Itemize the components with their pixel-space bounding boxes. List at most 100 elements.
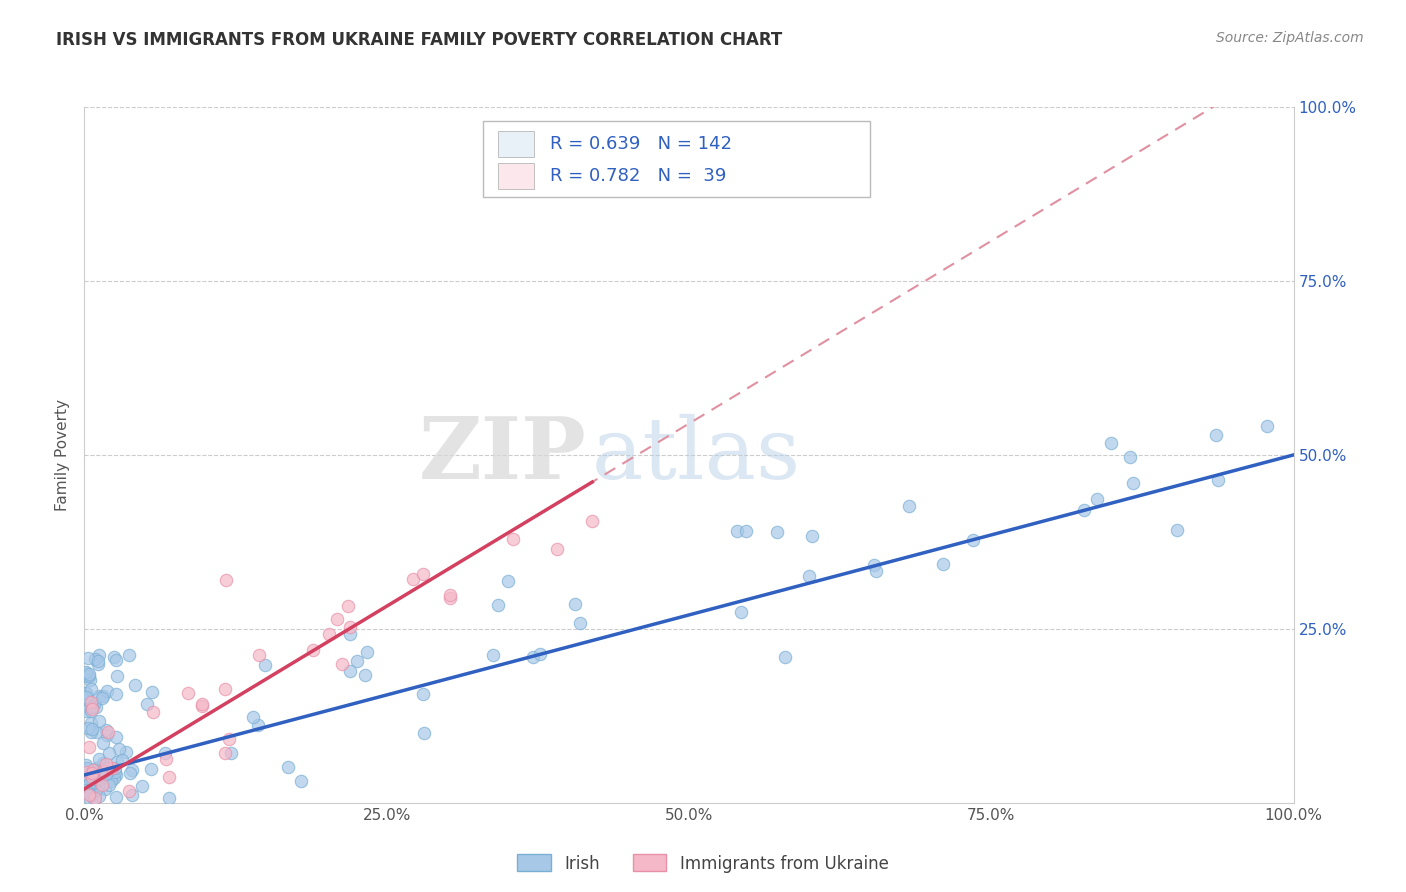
Point xyxy=(86,761,108,775)
Point xyxy=(108,742,131,756)
Point xyxy=(177,685,200,699)
Point xyxy=(94,723,117,738)
Text: Source: ZipAtlas.com: Source: ZipAtlas.com xyxy=(1216,31,1364,45)
Point xyxy=(76,651,98,665)
Point xyxy=(412,687,434,701)
Point xyxy=(93,782,115,797)
Point xyxy=(79,787,101,801)
Point xyxy=(486,598,509,612)
Point xyxy=(75,779,97,793)
Point xyxy=(96,764,118,779)
Point xyxy=(766,524,789,539)
Point xyxy=(75,780,97,795)
Point xyxy=(522,649,544,664)
Point xyxy=(105,653,128,667)
Point xyxy=(242,710,264,724)
Point xyxy=(330,657,353,672)
Point xyxy=(568,615,591,630)
Point xyxy=(1073,502,1095,516)
Point xyxy=(79,740,101,755)
Point xyxy=(82,700,104,714)
Point xyxy=(79,766,101,780)
Point xyxy=(91,764,114,779)
Point xyxy=(142,706,165,720)
Point xyxy=(339,665,361,679)
Point xyxy=(96,761,118,775)
Point xyxy=(863,558,886,572)
Point xyxy=(121,764,143,778)
Point xyxy=(105,768,128,782)
Point xyxy=(581,514,603,528)
Point xyxy=(87,752,110,766)
Point xyxy=(155,752,177,766)
Point xyxy=(91,756,114,771)
Point xyxy=(82,770,104,784)
Point xyxy=(89,764,111,778)
Point xyxy=(91,689,114,703)
Point xyxy=(1087,491,1109,506)
Point xyxy=(191,698,214,712)
Point xyxy=(413,726,436,740)
Point xyxy=(105,687,128,701)
Point xyxy=(75,686,97,700)
Point xyxy=(75,690,97,705)
Point xyxy=(96,684,118,698)
Point xyxy=(82,781,104,796)
Point xyxy=(253,658,276,673)
Point xyxy=(529,647,551,661)
Point xyxy=(83,652,105,666)
Point xyxy=(215,573,238,587)
Point xyxy=(87,768,110,782)
Point xyxy=(82,776,104,790)
Point xyxy=(801,528,824,542)
Point xyxy=(157,791,180,805)
Text: IRISH VS IMMIGRANTS FROM UKRAINE FAMILY POVERTY CORRELATION CHART: IRISH VS IMMIGRANTS FROM UKRAINE FAMILY … xyxy=(56,31,783,49)
Point xyxy=(100,762,122,776)
Point xyxy=(439,589,461,603)
Point xyxy=(76,721,98,735)
Point xyxy=(80,704,103,718)
Point xyxy=(86,655,108,669)
Point xyxy=(118,784,141,798)
Point xyxy=(104,765,127,780)
Point xyxy=(897,499,920,513)
Point xyxy=(75,764,97,778)
Point xyxy=(1122,476,1144,491)
Point xyxy=(91,758,114,772)
Point xyxy=(356,644,378,658)
Point xyxy=(118,765,141,780)
Point xyxy=(77,789,100,803)
Point xyxy=(157,770,180,784)
Point xyxy=(79,715,101,730)
Point xyxy=(75,704,97,718)
Point xyxy=(1119,450,1142,465)
Point xyxy=(290,773,312,788)
Point xyxy=(80,681,103,696)
Point xyxy=(75,665,97,680)
Point xyxy=(97,725,120,739)
Point xyxy=(96,757,118,772)
Point xyxy=(962,533,984,547)
Point xyxy=(932,557,955,571)
Y-axis label: Family Poverty: Family Poverty xyxy=(55,399,70,511)
Point xyxy=(139,763,162,777)
Point xyxy=(402,572,425,586)
Point xyxy=(481,648,503,662)
Point xyxy=(84,772,107,786)
Point xyxy=(326,612,349,626)
Point xyxy=(83,697,105,711)
Point xyxy=(136,697,159,711)
Point xyxy=(105,755,128,769)
Point xyxy=(118,648,141,662)
Point xyxy=(246,718,269,732)
Point xyxy=(82,702,104,716)
Point xyxy=(214,681,236,696)
FancyBboxPatch shape xyxy=(498,131,534,157)
Point xyxy=(1205,428,1227,442)
Point xyxy=(131,779,153,793)
Point xyxy=(337,599,360,613)
Point xyxy=(80,765,103,780)
FancyBboxPatch shape xyxy=(484,121,870,197)
Point xyxy=(439,591,461,606)
Point xyxy=(346,654,368,668)
